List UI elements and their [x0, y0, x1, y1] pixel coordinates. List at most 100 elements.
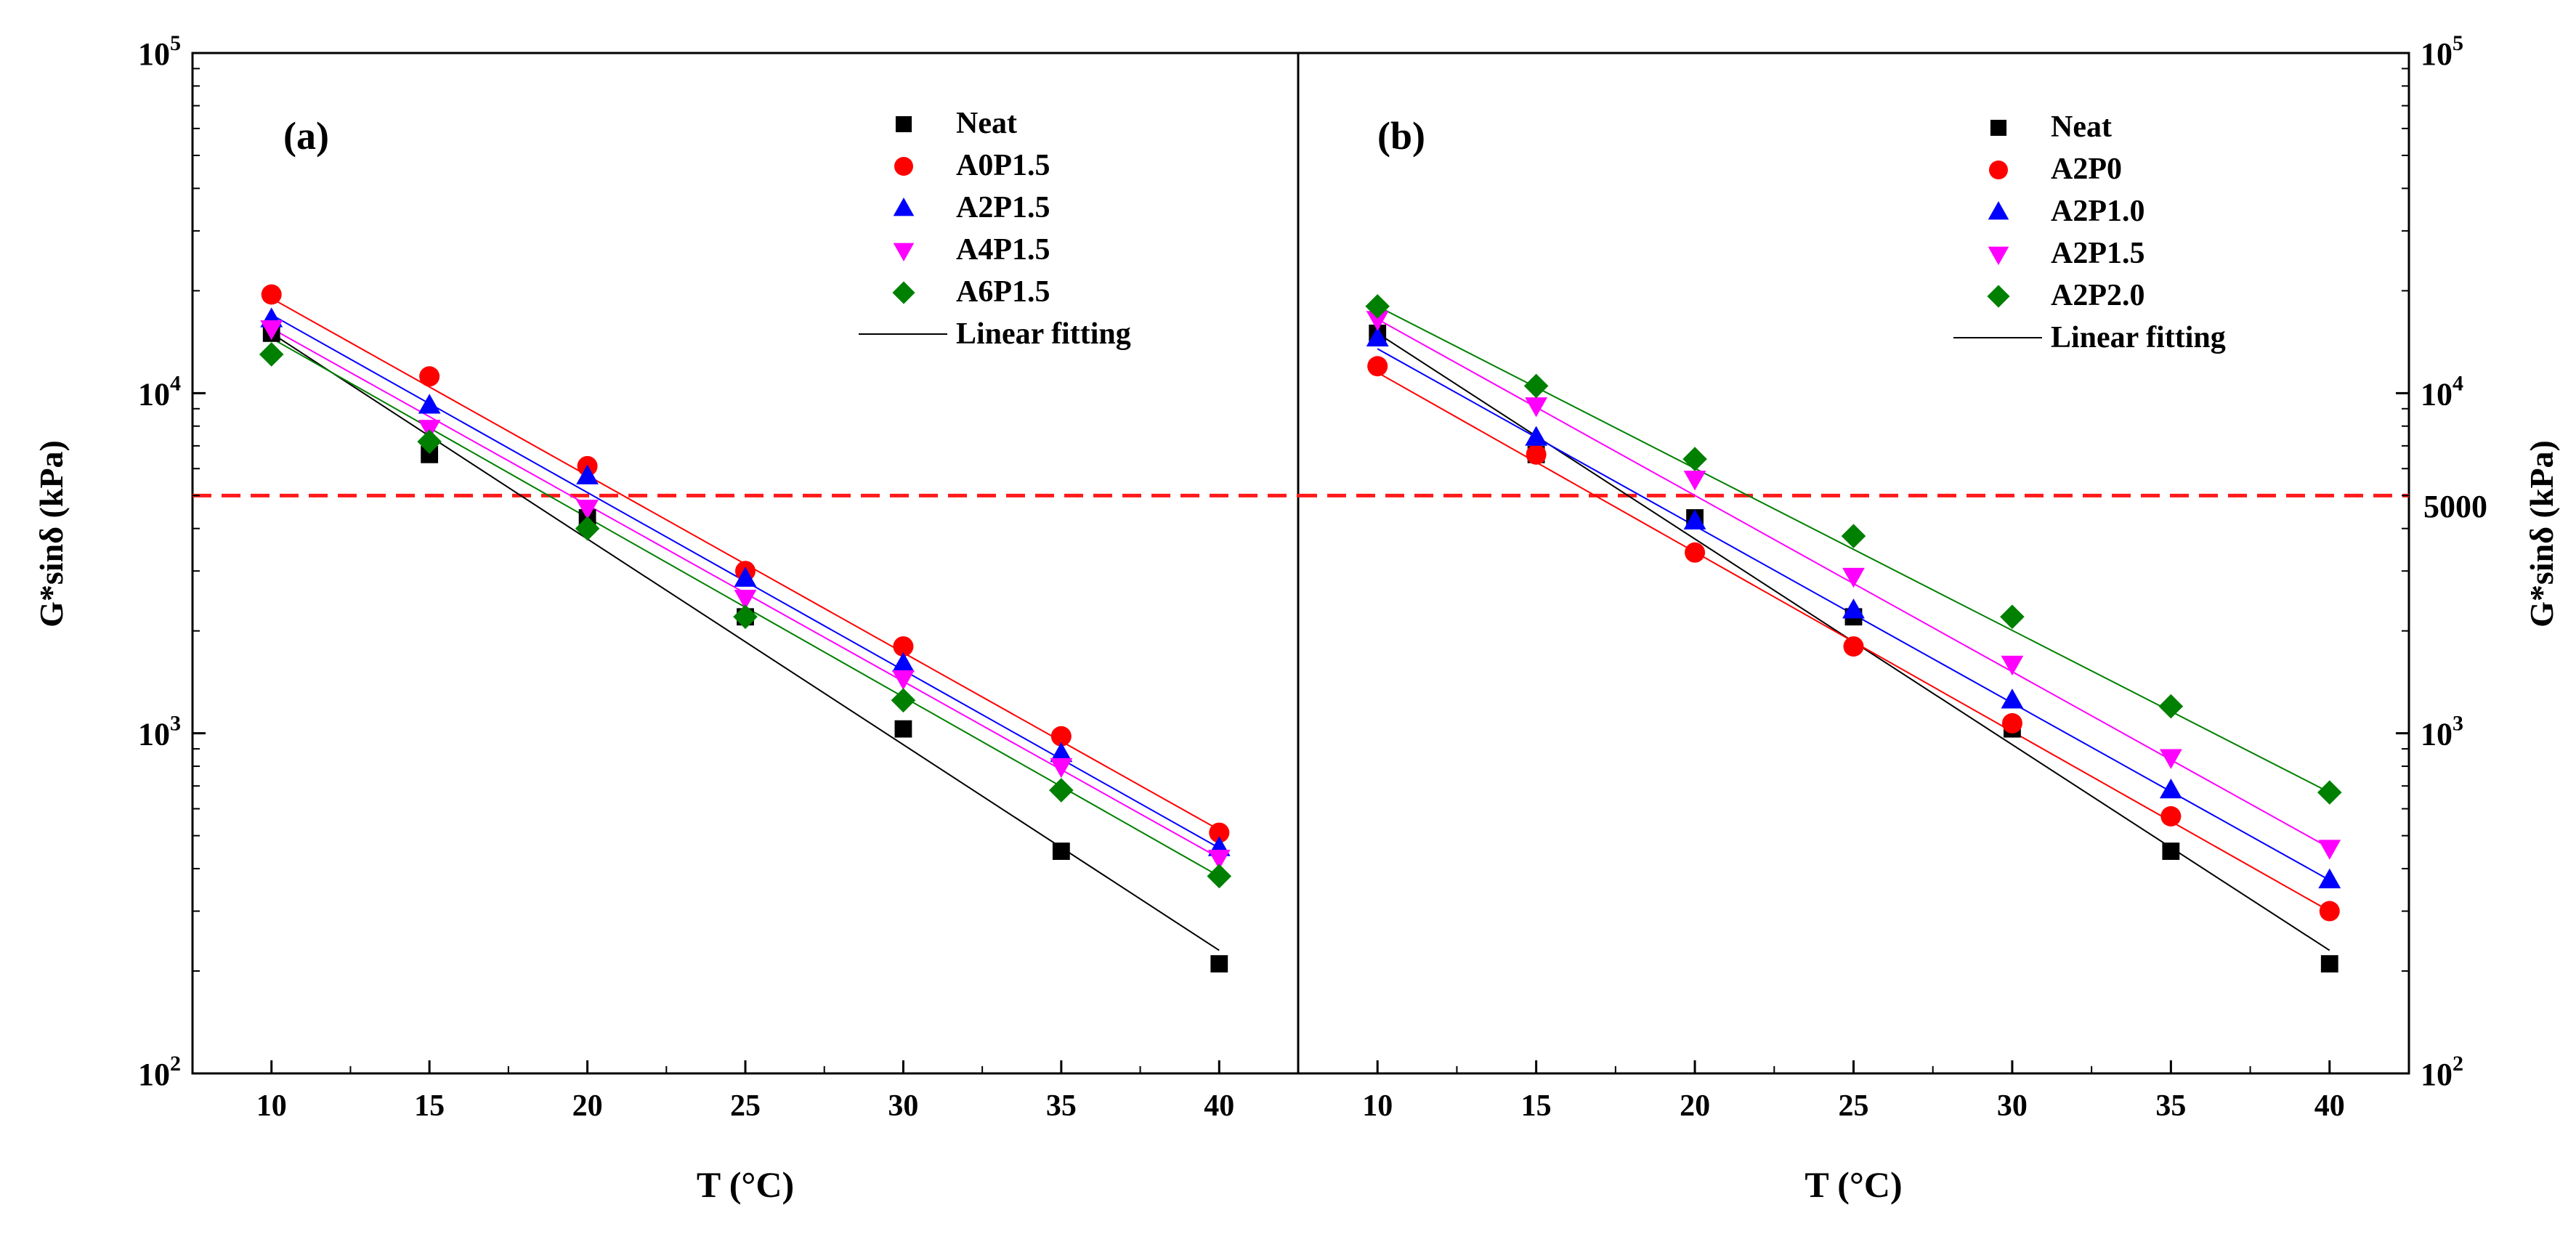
legend-label-a-neat: Neat	[956, 107, 1017, 140]
data-point-b-neat-35	[2162, 842, 2180, 860]
data-point-b-a2p20-25	[1841, 524, 1866, 548]
data-point-b-a2p0-10	[1367, 356, 1388, 377]
data-point-a-neat-35	[1052, 842, 1070, 860]
legend-marker-a-a6p15	[892, 281, 915, 304]
x-tick-label-b-15: 15	[1521, 1089, 1552, 1123]
legend-marker-a-a2p15	[893, 198, 915, 216]
x-tick-label-a-30: 30	[888, 1089, 918, 1123]
data-point-a-a0p15-15	[419, 366, 440, 387]
legend-marker-b-neat	[1990, 119, 2007, 137]
legend-label-a-a0p15: A0P1.5	[956, 149, 1050, 182]
data-point-b-a2p20-30	[2000, 604, 2025, 630]
data-point-b-a2p20-10	[1365, 293, 1390, 319]
data-point-a-a6p15-10	[259, 342, 284, 367]
data-point-a-a4p15-10	[260, 320, 283, 341]
y-tick-label-right-2: 102	[2421, 1052, 2463, 1092]
data-point-a-a6p15-40	[1207, 864, 1232, 889]
plot-frame	[191, 52, 2410, 1075]
legend-marker-a-a4p15	[893, 243, 915, 261]
data-point-a-a4p15-25	[734, 590, 757, 610]
x-tick-label-b-30: 30	[1997, 1089, 2028, 1123]
axes-frames	[191, 52, 2410, 1075]
data-point-b-a2p0-40	[2319, 901, 2340, 922]
x-tick-label-a-20: 20	[572, 1089, 603, 1123]
data-point-b-a2p10-25	[1842, 598, 1865, 619]
data-point-b-neat-40	[2320, 955, 2338, 972]
data-point-a-a6p15-20	[575, 516, 600, 541]
data-point-a-a6p15-35	[1049, 778, 1074, 803]
legend-label-b-neat: Neat	[2051, 110, 2112, 144]
data-point-a-a6p15-15	[417, 429, 442, 454]
y-axis-label-left: G*sinδ (kPa)	[33, 440, 70, 627]
x-tick-label-b-10: 10	[1362, 1089, 1393, 1123]
x-tick-label-a-25: 25	[730, 1089, 761, 1123]
y-tick-label-left-5: 105	[138, 31, 181, 72]
legend-marker-a-a0p15	[894, 157, 913, 176]
legend-marker-b-a2p15	[1988, 246, 2009, 265]
data-point-a-a2p15-25	[734, 566, 757, 587]
legend-marker-a-neat	[895, 115, 912, 133]
data-point-a-a6p15-25	[733, 604, 758, 630]
data-point-b-a2p10-15	[1525, 426, 1548, 446]
data-point-b-a2p10-40	[2318, 868, 2341, 889]
legend-label-b-a2p20: A2P2.0	[2051, 279, 2145, 312]
data-points-layer	[259, 284, 2342, 972]
data-point-b-a2p10-30	[2001, 688, 2024, 709]
ticks-layer: 10 15 20 25 30 35 40 102 103 104 105 10 15 20 25 30 35 40…	[138, 31, 2463, 1123]
data-point-b-a2p15-20	[1683, 471, 1706, 491]
legend-label-b-a2p0: A2P0	[2051, 153, 2122, 186]
data-point-b-a2p15-35	[2159, 749, 2182, 769]
data-point-b-a2p0-15	[1526, 444, 1547, 465]
data-point-a-a0p15-35	[1050, 726, 1072, 747]
legend-marker-b-a2p10	[1988, 201, 2009, 220]
data-point-a-a4p15-35	[1050, 757, 1073, 779]
x-tick-label-a-40: 40	[1204, 1089, 1234, 1123]
data-point-a-neat-30	[894, 720, 912, 738]
data-point-b-a2p15-10	[1366, 311, 1389, 331]
data-point-b-a2p20-40	[2317, 780, 2342, 805]
y-tick-label-left-2: 102	[138, 1052, 181, 1092]
legends-layer: Neat A0P1.5 A2P1.5 A4P1.5 A6P1.5 Linear fitti…	[859, 107, 2226, 354]
data-point-a-a4p15-30	[892, 670, 915, 691]
legend-label-a-a6p15: A6P1.5	[956, 275, 1050, 309]
x-tick-label-a-15: 15	[414, 1089, 445, 1123]
labels-layer: G*sinδ (kPa) G*sinδ (kPa) 5000 T (°C) (a)…	[33, 114, 2560, 1205]
data-point-b-a2p10-20	[1683, 509, 1706, 529]
legend-label-a-a2p15: A2P1.5	[956, 191, 1050, 224]
data-point-b-a2p10-35	[2159, 779, 2182, 799]
data-point-b-a2p0-35	[2160, 805, 2182, 826]
data-point-b-a2p0-30	[2001, 712, 2022, 734]
data-point-a-a2p15-30	[892, 651, 915, 673]
data-point-a-neat-40	[1210, 955, 1228, 972]
data-point-b-a2p15-30	[2001, 655, 2024, 676]
y-tick-label-right-3: 103	[2421, 712, 2463, 752]
x-axis-label-a: T (°C)	[697, 1164, 794, 1205]
panel-label-a: (a)	[283, 114, 329, 158]
x-tick-label-a-10: 10	[256, 1089, 287, 1123]
y-tick-label-left-3: 103	[138, 712, 181, 752]
data-point-b-a2p20-15	[1523, 373, 1549, 399]
legend-marker-b-a2p20	[1987, 285, 2010, 308]
legend-label-b-a2p10: A2P1.0	[2051, 195, 2145, 228]
data-point-a-a4p15-20	[576, 500, 599, 520]
data-point-a-a0p15-40	[1209, 822, 1230, 843]
data-point-a-a2p15-15	[418, 394, 441, 414]
data-point-b-a2p15-15	[1525, 397, 1548, 418]
x-tick-label-a-35: 35	[1046, 1089, 1077, 1123]
x-tick-label-b-35: 35	[2155, 1089, 2186, 1123]
legend-marker-b-a2p0	[1989, 161, 2008, 179]
y-tick-label-right-4: 104	[2421, 371, 2463, 412]
legend-label-a-a4p15: A4P1.5	[956, 233, 1050, 267]
data-point-a-a2p15-20	[576, 464, 599, 484]
x-tick-label-b-25: 25	[1839, 1089, 1869, 1123]
y-axis-label-right: G*sinδ (kPa)	[2523, 440, 2560, 627]
legend-fit-label-b: Linear fitting	[2051, 321, 2226, 354]
x-tick-label-b-40: 40	[2314, 1089, 2345, 1123]
x-axis-label-b: T (°C)	[1805, 1164, 1902, 1205]
data-point-b-a2p15-25	[1842, 567, 1865, 588]
data-point-b-a2p20-20	[1682, 447, 1707, 471]
y-tick-label-right-5: 105	[2421, 31, 2463, 72]
x-tick-label-b-20: 20	[1680, 1089, 1710, 1123]
panel-label-b: (b)	[1377, 114, 1425, 158]
